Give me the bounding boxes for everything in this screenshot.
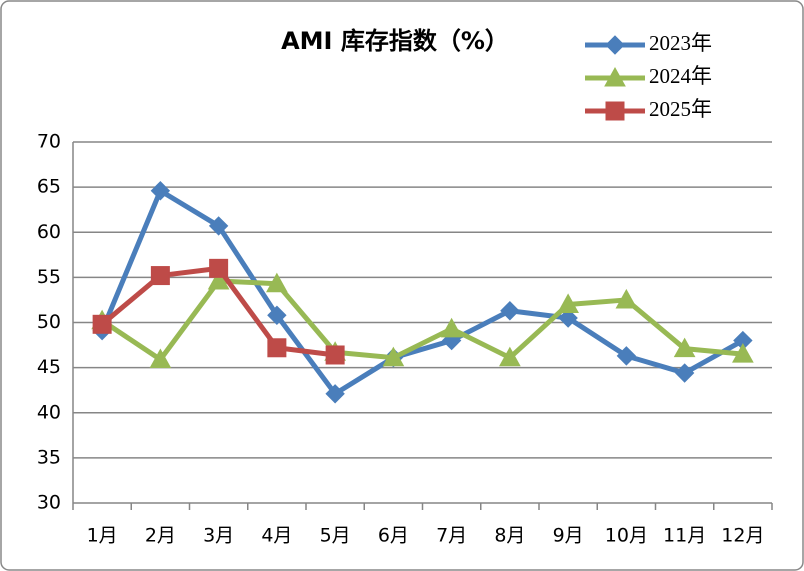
x-tick-label: 9月: [553, 525, 584, 547]
data-point: [325, 345, 345, 365]
x-tick-label: 11月: [663, 525, 706, 547]
y-tick-label: 40: [37, 401, 61, 423]
legend-label: 2023年: [649, 31, 712, 55]
data-point: [558, 308, 578, 328]
x-tick-label: 7月: [436, 525, 467, 547]
legend-marker: [605, 35, 625, 55]
y-tick-label: 45: [37, 356, 61, 378]
y-tick-label: 50: [37, 311, 61, 333]
data-point: [557, 293, 579, 313]
data-point: [499, 346, 521, 367]
y-tick-label: 55: [37, 266, 61, 288]
legend-label: 2024年: [649, 64, 712, 88]
data-point: [673, 337, 696, 358]
legend-marker: [604, 66, 626, 87]
data-point: [440, 317, 463, 338]
data-point: [149, 348, 172, 369]
chart-title: AMI 库存指数（%）: [281, 27, 509, 55]
data-point: [500, 301, 520, 321]
x-tick-label: 10月: [605, 525, 648, 547]
legend-label: 2025年: [649, 97, 712, 121]
x-tick-label: 2月: [145, 525, 176, 547]
x-tick-label: 12月: [721, 525, 764, 547]
data-point: [382, 346, 405, 367]
x-tick-label: 4月: [261, 525, 292, 547]
data-point: [209, 258, 229, 278]
data-point: [266, 272, 288, 293]
data-point: [615, 288, 638, 309]
data-point: [325, 384, 345, 404]
y-tick-label: 65: [37, 176, 61, 198]
series-line: [99, 188, 745, 397]
data-point: [732, 343, 754, 363]
x-tick-label: 6月: [378, 525, 409, 547]
data-point: [150, 181, 171, 201]
x-tick-label: 3月: [203, 525, 234, 547]
data-point: [208, 216, 229, 236]
y-tick-label: 30: [37, 492, 61, 514]
data-point: [267, 338, 287, 358]
x-tick-label: 1月: [87, 525, 118, 547]
data-point: [616, 346, 637, 366]
x-tick-label: 5月: [320, 525, 351, 547]
y-tick-label: 70: [37, 131, 61, 153]
y-tick-label: 60: [37, 221, 61, 243]
data-point: [150, 266, 170, 286]
x-tick-label: 8月: [494, 525, 525, 547]
y-tick-label: 35: [37, 446, 61, 468]
data-point: [207, 269, 230, 290]
legend-marker: [605, 101, 625, 121]
data-point: [267, 305, 287, 325]
data-point: [674, 363, 695, 383]
data-point: [92, 314, 112, 334]
